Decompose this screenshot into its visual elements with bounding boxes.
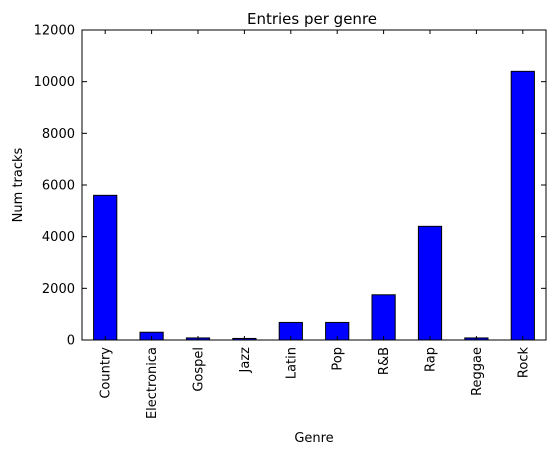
- y-axis-ticks: 0 2000 4000 6000 8000 10000 12000: [34, 24, 546, 349]
- bar-country: [93, 194, 118, 341]
- x-axis-ticks: Country Electronica Gospel Jazz Latin Pop R&B R…: [99, 30, 531, 419]
- x-tick-label: Rap: [424, 347, 439, 372]
- y-tick-label: 0: [67, 334, 75, 349]
- bar-r-b: [371, 294, 396, 341]
- x-tick-label: Electronica: [145, 347, 160, 419]
- y-axis-title: Num tracks: [11, 147, 26, 222]
- x-tick-label: Gospel: [192, 347, 207, 392]
- x-tick-label: Jazz: [238, 347, 253, 374]
- bar-rock: [510, 70, 535, 341]
- y-tick-label: 8000: [42, 127, 75, 142]
- x-tick-label: Latin: [284, 347, 299, 379]
- x-tick-label: Reggae: [470, 347, 485, 396]
- x-tick-label: R&B: [377, 347, 392, 375]
- bars-group: [93, 70, 535, 341]
- y-tick-label: 10000: [34, 75, 75, 90]
- plot-frame: [81, 29, 547, 341]
- x-tick-label: Rock: [516, 347, 531, 379]
- x-tick-label: Pop: [331, 347, 346, 371]
- bar-rap: [417, 225, 443, 341]
- y-tick-label: 12000: [34, 24, 75, 39]
- x-axis-title: Genre: [294, 431, 333, 446]
- chart-title: Entries per genre: [247, 10, 377, 28]
- y-tick-label: 6000: [42, 179, 75, 194]
- x-tick-label: Country: [99, 347, 114, 399]
- y-tick-label: 2000: [42, 282, 75, 297]
- y-tick-label: 4000: [42, 230, 75, 245]
